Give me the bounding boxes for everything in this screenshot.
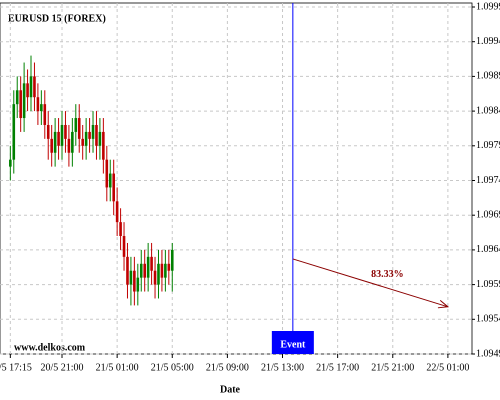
y-tick-label: 1.0984 <box>476 105 500 116</box>
candle-body <box>160 263 164 278</box>
candle-body <box>164 263 167 278</box>
candle-body <box>143 263 147 278</box>
candle-body <box>167 263 171 271</box>
candle-body <box>36 97 40 112</box>
projection-label: 83.33% <box>371 269 404 280</box>
candle-body <box>170 249 174 271</box>
y-tick-label: 1.0954 <box>476 314 500 325</box>
candle-body <box>112 173 115 202</box>
y-tick-label: 1.0994 <box>476 36 500 47</box>
candle-body <box>129 270 133 285</box>
candle-body <box>77 118 81 139</box>
candle-body <box>105 159 109 188</box>
candle-body <box>50 138 53 153</box>
watermark: www.delkos.com <box>14 342 86 353</box>
y-tick-label: 1.0979 <box>476 140 500 151</box>
candle-body <box>29 76 33 98</box>
candle-body <box>81 138 84 146</box>
x-tick-label: 21/5 01:00 <box>96 362 139 373</box>
arrow-head <box>437 299 450 309</box>
x-tick-label: 20/5 21:00 <box>40 362 83 373</box>
candle-body <box>33 76 36 98</box>
candle-body <box>19 90 22 119</box>
candle-body <box>95 124 98 146</box>
y-tick-label: 1.0959 <box>476 279 500 290</box>
plot-frame <box>0 2 473 355</box>
x-tick-label: 20/5 17:15 <box>0 362 32 373</box>
candle-body <box>136 277 140 292</box>
candle-body <box>12 104 16 160</box>
x-tick-label: 21/5 21:00 <box>371 362 414 373</box>
candle-body <box>150 256 153 271</box>
x-tick-label: 21/5 13:00 <box>261 362 304 373</box>
candle-body <box>102 131 105 160</box>
x-axis-label: Date <box>220 384 241 395</box>
x-tick-label: 21/5 17:00 <box>316 362 359 373</box>
candle-body <box>126 256 129 285</box>
candle-body <box>122 236 126 257</box>
candle-body <box>40 104 43 112</box>
candle-body <box>26 83 29 98</box>
candle-body <box>133 270 136 292</box>
candle-body <box>157 263 160 285</box>
candle-body <box>84 131 88 146</box>
y-tick-label: 1.0974 <box>476 175 500 186</box>
y-tick-label: 1.0999 <box>476 1 500 12</box>
candle-body <box>9 159 12 167</box>
candle-body <box>15 90 19 105</box>
y-tick-label: 1.0964 <box>476 244 500 255</box>
candle-body <box>22 83 26 119</box>
candle-body <box>146 256 150 278</box>
candle-body <box>88 131 91 139</box>
x-tick-label: 21/5 09:00 <box>206 362 249 373</box>
candle-body <box>64 124 67 139</box>
chart-title: EURUSD 15 (FOREX) <box>8 13 106 24</box>
candle-body <box>115 201 119 223</box>
event-box <box>271 331 314 354</box>
candle-body <box>153 270 157 285</box>
candle-body <box>57 131 60 146</box>
candle-body <box>98 131 102 146</box>
candle-body <box>71 131 74 153</box>
candle-body <box>53 131 57 153</box>
candle-body <box>139 263 143 278</box>
event-label: Event <box>280 339 306 350</box>
y-tick-label: 1.0989 <box>476 71 500 82</box>
candle-body <box>108 173 112 188</box>
candle-body <box>91 124 95 139</box>
candle-body <box>43 104 47 125</box>
candle-body <box>67 138 71 153</box>
candle-body <box>119 222 122 237</box>
candle-body <box>74 118 78 132</box>
candle-body <box>46 124 50 139</box>
y-tick-label: 1.0949 <box>476 348 500 359</box>
projection-arrow <box>292 258 449 308</box>
y-tick-label: 1.0969 <box>476 209 500 220</box>
x-tick-label: 22/5 01:00 <box>426 362 469 373</box>
candle-body <box>60 124 64 146</box>
x-tick-label: 21/5 05:00 <box>151 362 194 373</box>
